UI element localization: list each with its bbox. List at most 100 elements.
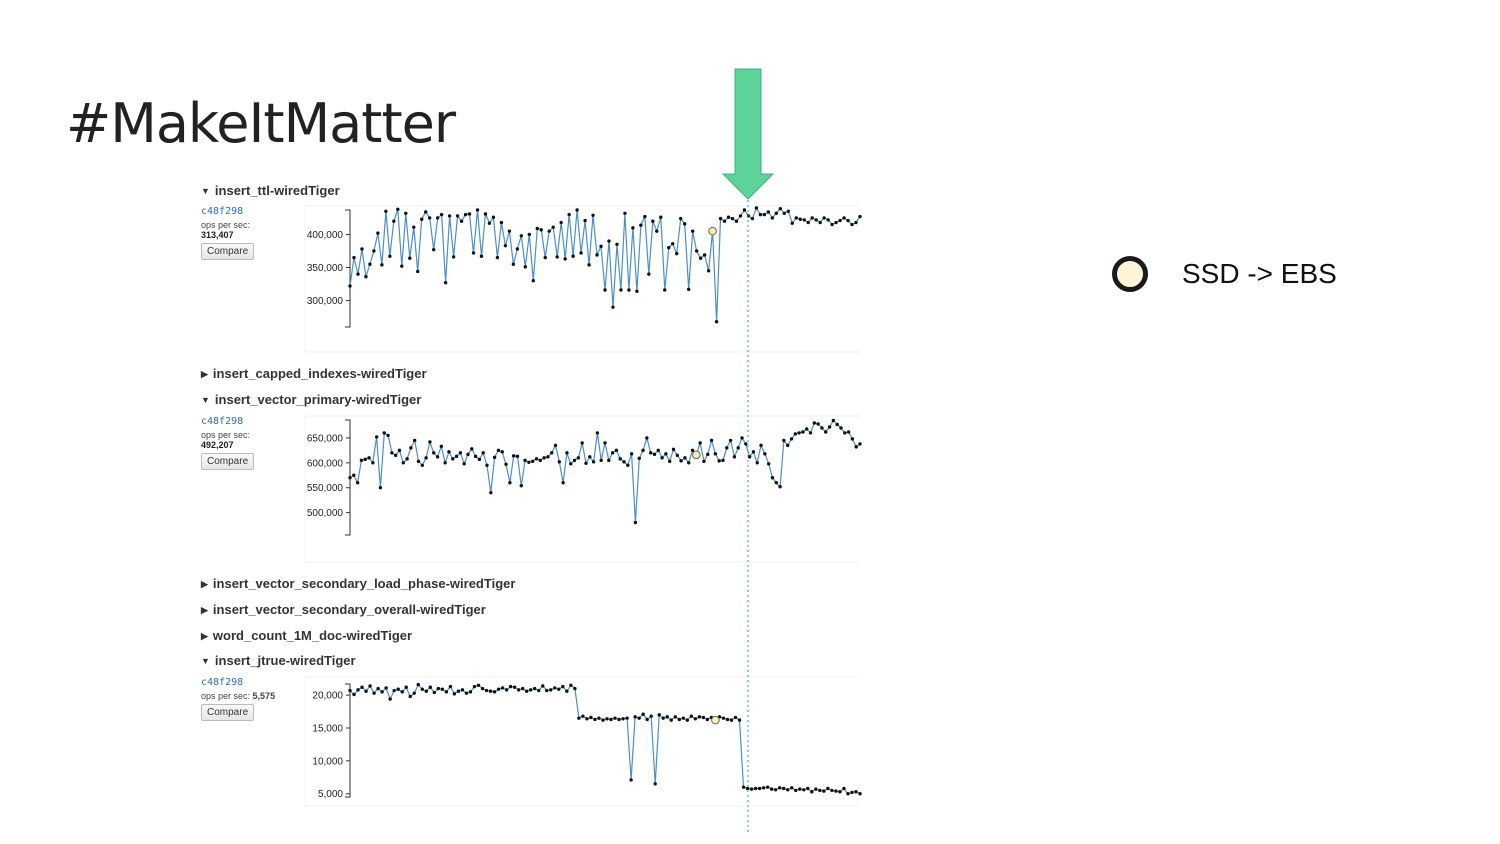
data-point bbox=[595, 253, 599, 257]
data-point bbox=[348, 476, 352, 480]
y-tick-label: 5,000 bbox=[318, 789, 343, 800]
data-point bbox=[629, 452, 634, 456]
section-header-4[interactable]: ▶ insert_vector_secondary_overall-wiredTi… bbox=[201, 602, 486, 617]
data-point bbox=[810, 790, 814, 794]
data-point bbox=[567, 212, 571, 217]
data-point bbox=[489, 490, 493, 495]
data-point bbox=[726, 215, 731, 219]
y-tick-label: 300,000 bbox=[307, 296, 344, 307]
data-point bbox=[798, 217, 802, 221]
data-point bbox=[769, 787, 774, 791]
data-point bbox=[416, 269, 420, 274]
data-point bbox=[826, 218, 830, 222]
data-point bbox=[614, 448, 619, 453]
data-point bbox=[583, 218, 587, 223]
data-point bbox=[428, 440, 432, 444]
data-point bbox=[778, 206, 783, 211]
data-point bbox=[671, 447, 676, 452]
data-point bbox=[677, 717, 681, 722]
y-tick-label: 500,000 bbox=[307, 508, 344, 519]
data-point bbox=[645, 436, 649, 440]
data-point bbox=[758, 212, 763, 217]
data-point bbox=[595, 431, 600, 435]
data-point bbox=[808, 431, 813, 435]
data-point bbox=[551, 225, 555, 229]
compare-button[interactable]: Compare bbox=[201, 704, 255, 721]
commit-link[interactable]: c48f298 bbox=[201, 416, 244, 427]
data-point bbox=[374, 435, 379, 439]
data-point bbox=[539, 228, 543, 232]
series-line bbox=[349, 419, 861, 523]
section-header-0[interactable]: ▼ insert_ttl-wiredTiger bbox=[201, 183, 340, 198]
data-point bbox=[396, 687, 400, 691]
commit-link[interactable]: c48f298 bbox=[201, 206, 244, 217]
metric-label: ops per sec: 5,575 bbox=[201, 691, 301, 701]
data-point bbox=[733, 715, 738, 720]
section-header-1[interactable]: ▶ insert_capped_indexes-wiredTiger bbox=[201, 366, 427, 381]
data-point bbox=[639, 223, 643, 227]
data-point bbox=[447, 214, 452, 218]
data-point bbox=[597, 716, 601, 720]
data-point bbox=[352, 473, 356, 477]
data-point bbox=[777, 786, 782, 790]
data-point bbox=[736, 446, 740, 450]
data-point bbox=[609, 717, 613, 722]
data-point bbox=[356, 688, 360, 692]
data-point bbox=[734, 219, 739, 223]
section-header-6[interactable]: ▼ insert_jtrue-wiredTiger bbox=[201, 653, 356, 668]
section-title: insert_vector_secondary_load_phase-wired… bbox=[212, 576, 516, 591]
y-tick-label: 15,000 bbox=[312, 724, 343, 735]
data-point bbox=[416, 459, 421, 464]
data-point bbox=[409, 446, 413, 450]
commit-link[interactable]: c48f298 bbox=[201, 677, 244, 688]
data-point bbox=[534, 457, 539, 461]
data-point bbox=[368, 684, 372, 688]
data-point bbox=[790, 221, 794, 225]
data-point bbox=[473, 454, 478, 459]
data-point bbox=[533, 686, 537, 691]
data-point bbox=[679, 459, 683, 463]
data-point bbox=[599, 458, 603, 463]
data-point bbox=[468, 690, 473, 694]
data-point bbox=[801, 430, 805, 434]
data-point bbox=[718, 216, 723, 221]
series-line bbox=[349, 683, 861, 795]
data-point bbox=[569, 462, 573, 466]
data-point bbox=[759, 443, 763, 448]
section-header-5[interactable]: ▶ word_count_1M_doc-wiredTiger bbox=[201, 628, 412, 643]
data-point bbox=[635, 289, 639, 293]
data-point bbox=[454, 454, 459, 459]
compare-button[interactable]: Compare bbox=[201, 243, 255, 260]
data-point bbox=[806, 786, 810, 791]
data-point bbox=[822, 216, 826, 220]
data-point bbox=[464, 691, 469, 695]
data-point bbox=[503, 243, 508, 248]
data-point bbox=[404, 211, 408, 215]
data-point bbox=[535, 226, 539, 231]
data-point bbox=[378, 486, 383, 490]
compare-button[interactable]: Compare bbox=[201, 453, 255, 470]
data-point bbox=[838, 790, 842, 794]
data-point bbox=[802, 788, 806, 792]
data-point bbox=[456, 689, 461, 693]
data-point bbox=[850, 437, 855, 441]
section-title: word_count_1M_doc-wiredTiger bbox=[212, 628, 413, 643]
section-header-2[interactable]: ▼ insert_vector_primary-wiredTiger bbox=[201, 392, 421, 407]
data-point bbox=[492, 455, 497, 460]
data-point bbox=[451, 255, 456, 259]
data-point bbox=[706, 269, 711, 273]
data-point bbox=[633, 715, 637, 719]
data-point bbox=[400, 264, 404, 268]
data-point bbox=[447, 450, 451, 454]
data-point bbox=[376, 686, 380, 691]
section-header-3[interactable]: ▶ insert_vector_secondary_load_phase-wire… bbox=[201, 576, 515, 591]
data-point bbox=[364, 689, 368, 693]
data-point bbox=[643, 214, 647, 219]
highlight-marker bbox=[711, 715, 720, 725]
data-point bbox=[371, 461, 375, 465]
data-point bbox=[412, 691, 416, 695]
data-point bbox=[364, 275, 368, 279]
data-point bbox=[794, 216, 798, 220]
data-point bbox=[786, 788, 790, 792]
data-point bbox=[778, 485, 782, 489]
